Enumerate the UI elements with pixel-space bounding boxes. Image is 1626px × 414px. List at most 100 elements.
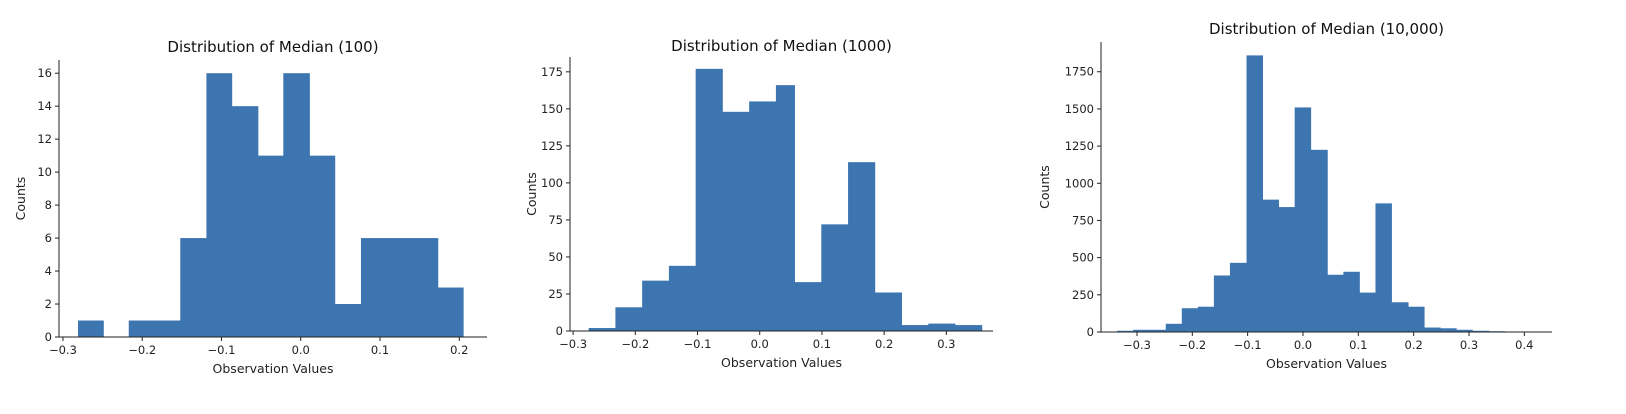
histogram-bar [1456, 329, 1473, 332]
x-tick-label: −0.3 [559, 337, 587, 351]
histogram-bar [1165, 323, 1183, 332]
x-tick-label: −0.3 [49, 343, 77, 357]
y-tick-label: 1500 [1065, 102, 1094, 116]
histogram-bar [78, 320, 104, 337]
histogram-bar [206, 73, 233, 337]
x-tick-label: −0.1 [1234, 338, 1262, 352]
x-axis-label: Observation Values [213, 361, 334, 376]
x-tick-label: −0.1 [208, 343, 236, 357]
histogram-bar [154, 320, 181, 337]
histogram-bar [1117, 330, 1134, 332]
histogram-bar [309, 155, 336, 337]
x-tick-label: −0.3 [1123, 338, 1151, 352]
x-tick-label: 0.2 [875, 337, 893, 351]
x-tick-label: 0.1 [371, 343, 389, 357]
chart-svg: −0.3 −0.2 −0.1 0.0 0.1 0.2 0.3 0 25 50 75 100 125 150… [524, 37, 993, 370]
y-tick-label: 150 [541, 102, 563, 116]
histogram-bar [257, 155, 284, 337]
histogram-bar [1197, 306, 1215, 332]
x-axis-label: Observation Values [1266, 356, 1387, 371]
x-tick-label: 0.4 [1515, 338, 1533, 352]
histogram-bar [901, 325, 929, 331]
histogram-bar [180, 238, 207, 337]
x-tick-label: 0.0 [751, 337, 769, 351]
x-tick-label: 0.0 [292, 343, 310, 357]
chart-title: Distribution of Median (10,000) [1209, 20, 1444, 38]
histogram-bar [1133, 329, 1151, 332]
chart-title: Distribution of Median (100) [167, 38, 378, 56]
histogram-bar [874, 292, 902, 331]
y-tick-label: 125 [541, 139, 563, 153]
y-axis-label: Counts [524, 172, 539, 216]
y-tick-label: 12 [37, 132, 52, 146]
histogram-bar [360, 238, 387, 337]
histogram-bar [1424, 327, 1441, 332]
median-1000-histogram: −0.3 −0.2 −0.1 0.0 0.1 0.2 0.3 0 25 50 75 100 125 150… [510, 0, 1020, 414]
y-tick-label: 25 [548, 287, 563, 301]
y-axis-label: Counts [13, 177, 28, 221]
y-tick-label: 1750 [1065, 65, 1094, 79]
histogram-bar [1213, 275, 1231, 332]
y-tick-label: 50 [548, 250, 563, 264]
histogram-bar [695, 68, 723, 332]
histogram-bar [722, 111, 750, 331]
histogram-bar [668, 265, 697, 331]
y-tick-label: 6 [45, 231, 52, 245]
histogram-bar [128, 320, 156, 337]
chart-svg: −0.3 −0.2 −0.1 0.0 0.1 0.2 0 2 4 6 8 10 12 14 16 Distri… [13, 38, 487, 376]
x-tick-label: −0.1 [684, 337, 712, 351]
x-axis-label: Observation Values [721, 355, 842, 370]
x-tick-label: −0.2 [1178, 338, 1206, 352]
histogram-bar [1149, 329, 1167, 332]
x-tick-label: 0.3 [937, 337, 955, 351]
y-tick-label: 1250 [1065, 139, 1094, 153]
histogram-bar [1408, 306, 1425, 332]
histogram-bar [775, 85, 795, 332]
histogram-bar [437, 287, 464, 337]
x-tick-label: 0.3 [1460, 338, 1478, 352]
x-tick-label: −0.2 [128, 343, 156, 357]
y-tick-label: 16 [37, 66, 52, 80]
x-tick-label: 0.1 [813, 337, 831, 351]
histogram-bar [1327, 274, 1344, 332]
histogram-bar [283, 73, 310, 337]
histogram-bar [1229, 262, 1247, 332]
histogram-bar [1391, 302, 1409, 332]
x-tick-label: 0.2 [1405, 338, 1423, 352]
histogram-bar [1278, 207, 1296, 332]
histogram-bar [588, 328, 616, 331]
y-axis-label: Counts [1037, 165, 1052, 209]
y-tick-label: 4 [45, 264, 52, 278]
y-tick-label: 0 [45, 330, 52, 344]
y-tick-label: 14 [37, 99, 52, 113]
x-tick-label: 0.1 [1349, 338, 1367, 352]
histogram-bar [1343, 271, 1360, 332]
histogram-bar [1262, 199, 1280, 332]
histogram-bar [848, 162, 876, 331]
histogram-bar [1440, 328, 1457, 332]
y-tick-label: 0 [1087, 325, 1094, 339]
histogram-bar [615, 307, 643, 331]
histogram-bar [1359, 292, 1376, 332]
histogram-bar [642, 280, 670, 331]
y-tick-label: 1000 [1065, 176, 1094, 190]
y-tick-label: 75 [548, 213, 563, 227]
histogram-bar [955, 325, 983, 331]
y-tick-label: 500 [1072, 251, 1094, 265]
histogram-bar [1294, 107, 1312, 332]
y-tick-label: 0 [556, 324, 563, 338]
chart-svg: −0.3 −0.2 −0.1 0.0 0.1 0.2 0.3 0.4 0 250 500 750 100… [1037, 20, 1552, 371]
y-tick-label: 2 [45, 297, 52, 311]
histogram-bar [928, 323, 956, 331]
histogram-bar [1472, 330, 1490, 332]
histogram-bar [1375, 203, 1392, 332]
histogram-bar [794, 282, 822, 331]
x-tick-label: 0.2 [450, 343, 468, 357]
median-100-histogram: −0.3 −0.2 −0.1 0.0 0.1 0.2 0 2 4 6 8 10 12 14 16 Distri… [0, 0, 510, 414]
x-tick-label: 0.0 [1294, 338, 1312, 352]
histogram-bar [1246, 55, 1263, 333]
histogram-bar [1181, 308, 1199, 332]
y-tick-label: 10 [37, 165, 52, 179]
histogram-bar [334, 304, 362, 337]
chart-title: Distribution of Median (1000) [671, 37, 892, 55]
